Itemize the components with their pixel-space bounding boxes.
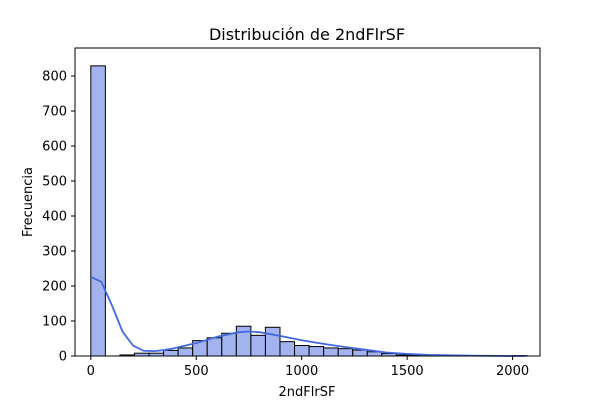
plot-frame: [74, 47, 541, 357]
histogram-bar-6: [177, 347, 194, 357]
histogram-bar-5: [163, 349, 179, 357]
histogram-bar-15: [308, 346, 325, 357]
histogram-bar-18: [352, 349, 368, 357]
histogram-bar-17: [337, 348, 354, 357]
x-axis-title: 2ndFlrSF: [279, 385, 336, 400]
x-tick-label-1000: 1000: [285, 364, 318, 379]
histogram-bar-12: [264, 326, 281, 357]
y-tick-label-200: 200: [42, 280, 67, 295]
y-axis-title: Frecuencia: [21, 167, 36, 237]
histogram-bar-8: [206, 337, 223, 357]
y-tick-label-600: 600: [42, 140, 67, 155]
y-tick-label-800: 800: [42, 70, 67, 85]
histogram-bar-13: [279, 341, 296, 357]
histogram-bar-9: [221, 332, 237, 357]
x-axis-ticks: 0 500 1000 1500 2000: [87, 356, 529, 379]
y-axis-ticks: 0 100 200 300 400 500 600 700 800: [42, 70, 75, 365]
y-tick-label-500: 500: [42, 175, 67, 190]
histogram-bar-14: [294, 345, 310, 357]
histogram-bar-16: [323, 347, 339, 357]
histogram-bar-0: [90, 65, 106, 357]
kde-curve: [90, 276, 526, 357]
chart-title: Distribución de 2ndFlrSF: [209, 25, 405, 44]
x-tick-label-1500: 1500: [391, 364, 424, 379]
x-tick-label-0: 0: [87, 364, 95, 379]
y-tick-label-300: 300: [42, 245, 67, 260]
x-tick-label-2000: 2000: [496, 364, 529, 379]
y-tick-label-100: 100: [42, 315, 67, 330]
y-tick-label-0: 0: [59, 350, 67, 365]
bars-layer: [90, 65, 528, 357]
histogram-bar-11: [250, 334, 266, 357]
y-tick-label-400: 400: [42, 210, 67, 225]
x-tick-label-500: 500: [184, 364, 209, 379]
y-tick-label-700: 700: [42, 105, 67, 120]
